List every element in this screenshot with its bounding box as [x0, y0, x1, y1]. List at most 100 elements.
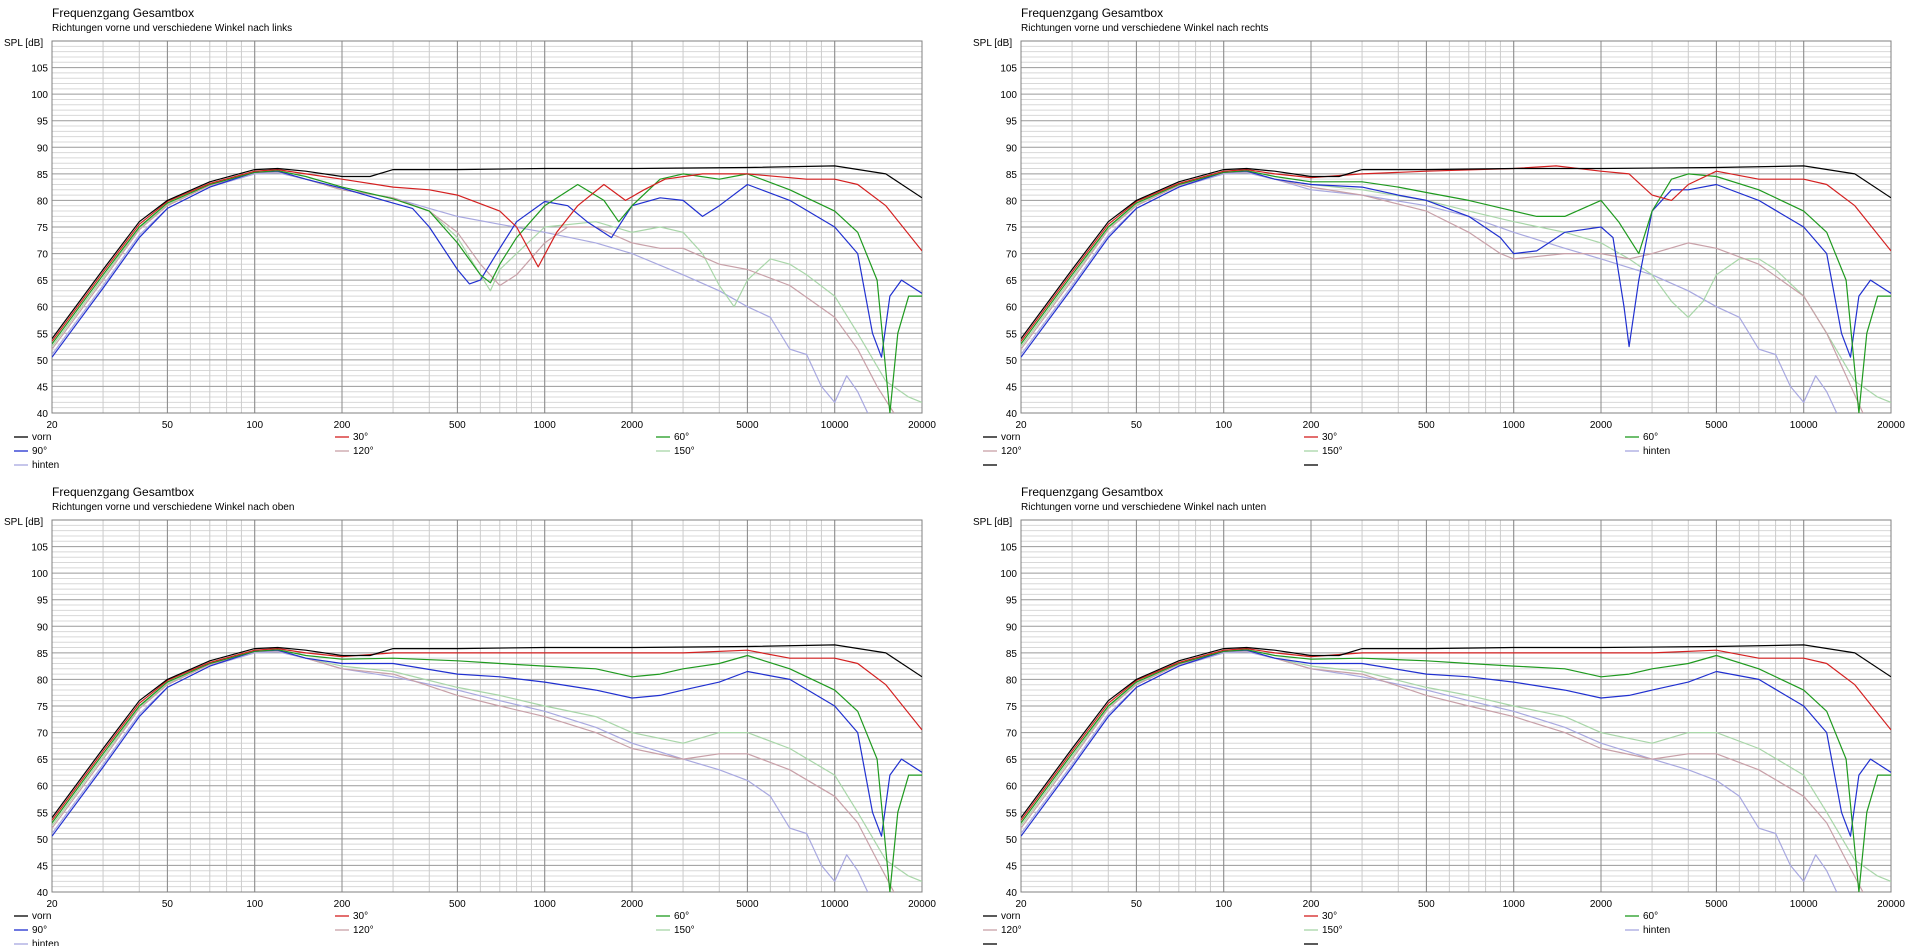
series-line-60deg [1021, 649, 1891, 892]
y-tick-label: 90 [37, 622, 49, 633]
y-tick-label: 95 [37, 596, 49, 607]
x-tick-label: 100 [1215, 420, 1232, 431]
y-tick-label: 100 [1000, 569, 1017, 580]
legend-label: 120° [1001, 925, 1022, 936]
y-tick-label: 55 [1006, 808, 1018, 819]
y-tick-label: 70 [1006, 729, 1018, 740]
series-line-30deg [52, 648, 922, 821]
x-tick-label: 50 [162, 899, 174, 910]
legend-label: 60° [674, 432, 689, 443]
legend-label: vorn [1001, 911, 1020, 922]
series-line-120deg [1021, 650, 1864, 892]
x-tick-label: 5000 [736, 420, 759, 431]
y-tick-label: 45 [1006, 861, 1018, 872]
y-tick-label: 40 [37, 888, 49, 899]
series-line-30deg [1021, 648, 1891, 821]
y-tick-label: 60 [1006, 782, 1018, 793]
series-line-60deg [1021, 170, 1891, 413]
legend-label: 30° [353, 911, 368, 922]
legend-label: vorn [32, 432, 51, 443]
series-group [1021, 165, 1891, 413]
x-tick-label: 500 [1418, 420, 1435, 431]
legend-label: 30° [353, 432, 368, 443]
series-line-90deg [1021, 649, 1891, 837]
y-tick-label: 40 [1006, 409, 1018, 420]
x-tick-label: 5000 [1705, 420, 1728, 431]
legend-label: 120° [353, 925, 374, 936]
y-tick-label: 60 [37, 782, 49, 793]
series-line-vorn [52, 165, 922, 339]
y-tick-label: 50 [37, 835, 49, 846]
x-tick-label: 10000 [1790, 899, 1818, 910]
plot-frame [1020, 519, 1892, 893]
x-tick-label: 500 [449, 899, 466, 910]
x-tick-label: 500 [1418, 899, 1435, 910]
legend-label: hinten [32, 939, 59, 946]
x-tick-label: 2000 [621, 420, 644, 431]
y-tick-label: 65 [37, 755, 49, 766]
legend-label: 60° [674, 911, 689, 922]
y-tick-label: 100 [31, 90, 48, 101]
y-tick-label: 55 [37, 808, 49, 819]
y-tick-label: 85 [1006, 170, 1018, 181]
chart-title: Frequenzgang Gesamtbox [52, 485, 194, 499]
y-tick-label: 70 [37, 250, 49, 261]
legend-label: 90° [32, 446, 47, 457]
legend-label: hinten [1643, 925, 1670, 936]
plot-frame [51, 519, 923, 893]
x-tick-label: 1000 [1503, 420, 1526, 431]
chart-panel-2: Frequenzgang Gesamtbox Richtungen vorne u… [973, 6, 1905, 466]
y-tick-label: 80 [1006, 675, 1018, 686]
y-tick-label: 100 [1000, 90, 1017, 101]
y-tick-label: 85 [37, 649, 49, 660]
y-tick-label: 105 [31, 543, 48, 554]
y-tick-label: 50 [1006, 356, 1018, 367]
legend-label: 120° [353, 446, 374, 457]
y-tick-label: 85 [37, 170, 49, 181]
series-line-120deg [1021, 171, 1864, 413]
x-tick-label: 200 [334, 420, 351, 431]
series-group [52, 165, 922, 413]
y-tick-label: 55 [37, 329, 49, 340]
y-tick-label: 60 [37, 303, 49, 314]
legend-label: 150° [1322, 925, 1343, 936]
x-tick-label: 50 [1131, 899, 1143, 910]
series-line-120deg [52, 650, 895, 892]
x-tick-label: 2000 [621, 899, 644, 910]
y-tick-label: 45 [37, 382, 49, 393]
y-tick-label: 65 [1006, 755, 1018, 766]
y-tick-label: 75 [37, 702, 49, 713]
x-tick-label: 1000 [1503, 899, 1526, 910]
y-axis-label: SPL [dB] [4, 517, 43, 528]
y-tick-label: 90 [37, 143, 49, 154]
series-line-vorn [52, 644, 922, 818]
chart-subtitle: Richtungen vorne und verschiedene Winkel… [1021, 502, 1266, 513]
y-tick-label: 95 [1006, 117, 1018, 128]
y-tick-label: 75 [1006, 223, 1018, 234]
legend-label: 60° [1643, 911, 1658, 922]
legend-label: vorn [32, 911, 51, 922]
x-tick-label: 20 [46, 420, 58, 431]
y-tick-label: 45 [1006, 382, 1018, 393]
x-tick-label: 1000 [534, 899, 557, 910]
series-line-60deg [52, 170, 922, 413]
series-group [52, 644, 922, 892]
y-tick-label: 60 [1006, 303, 1018, 314]
y-tick-label: 90 [1006, 622, 1018, 633]
x-tick-label: 20000 [908, 899, 936, 910]
x-tick-label: 5000 [1705, 899, 1728, 910]
series-group [1021, 644, 1891, 892]
legend-label: 30° [1322, 432, 1337, 443]
legend-label: 150° [674, 925, 695, 936]
x-tick-label: 5000 [736, 899, 759, 910]
series-line-90deg [52, 649, 922, 837]
y-tick-label: 45 [37, 861, 49, 872]
y-tick-label: 105 [1000, 64, 1017, 75]
y-tick-label: 80 [37, 675, 49, 686]
series-line-30deg [52, 169, 922, 342]
plot-frame [51, 40, 923, 414]
legend-label: 120° [1001, 446, 1022, 457]
x-tick-label: 2000 [1590, 420, 1613, 431]
y-tick-label: 40 [1006, 888, 1018, 899]
